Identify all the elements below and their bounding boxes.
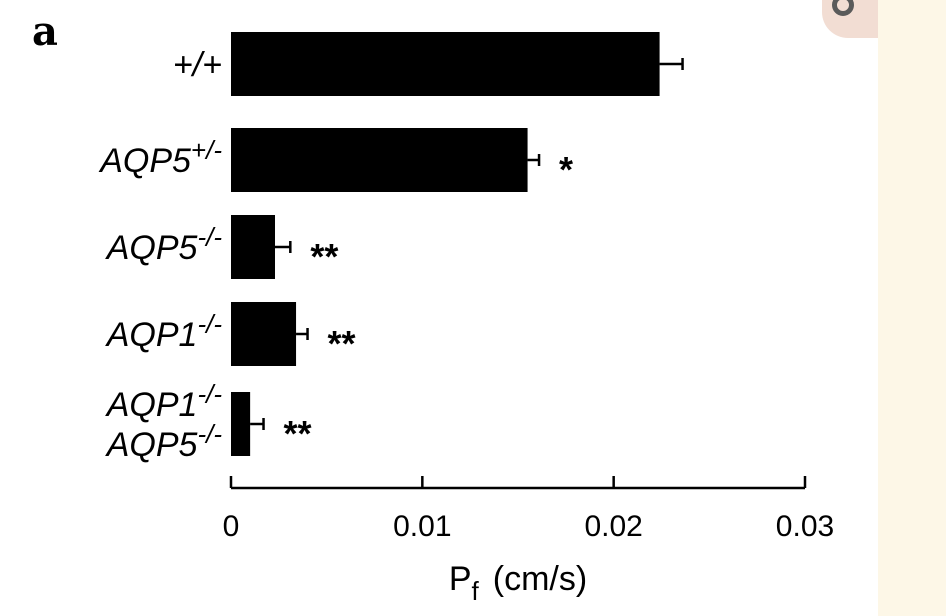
category-label-0: +/+ xyxy=(173,46,222,84)
circle-icon xyxy=(832,0,854,16)
x-tick-label-3: 0.03 xyxy=(776,510,834,543)
x-axis: 0 0.01 0.02 0.03 Pf (cm/s) xyxy=(223,476,834,606)
x-tick-label-2: 0.02 xyxy=(584,510,642,543)
bar-0 xyxy=(231,32,660,96)
category-label-2: AQP5-/- xyxy=(105,222,223,267)
category-labels-layer: +/+AQP5+/-AQP5-/-AQP1-/-AQP1-/-AQP5-/- xyxy=(98,46,222,464)
corner-button[interactable] xyxy=(822,0,878,38)
bars-layer xyxy=(231,32,660,456)
x-axis-title: Pf (cm/s) xyxy=(449,560,587,606)
bar-4 xyxy=(231,392,251,456)
bar-2 xyxy=(231,215,276,279)
category-label-1: AQP5+/- xyxy=(98,135,222,180)
x-tick-label-1: 0.01 xyxy=(393,510,451,543)
significance-layer: ******* xyxy=(284,149,574,454)
panel-label: a xyxy=(32,8,58,55)
significance-label-1: * xyxy=(559,149,573,190)
category-label-4-line-0: AQP1-/- xyxy=(105,379,223,424)
significance-label-3: ** xyxy=(328,323,356,364)
category-label-3: AQP1-/- xyxy=(105,309,223,354)
x-tick-label-0: 0 xyxy=(223,510,240,543)
error-bars-layer xyxy=(250,58,684,430)
bar-3 xyxy=(231,302,297,366)
bar-1 xyxy=(231,128,528,192)
significance-label-2: ** xyxy=(310,236,338,277)
category-label-4-line-1: AQP5-/- xyxy=(105,419,223,464)
significance-label-4: ** xyxy=(284,413,312,454)
side-strip xyxy=(878,0,946,616)
